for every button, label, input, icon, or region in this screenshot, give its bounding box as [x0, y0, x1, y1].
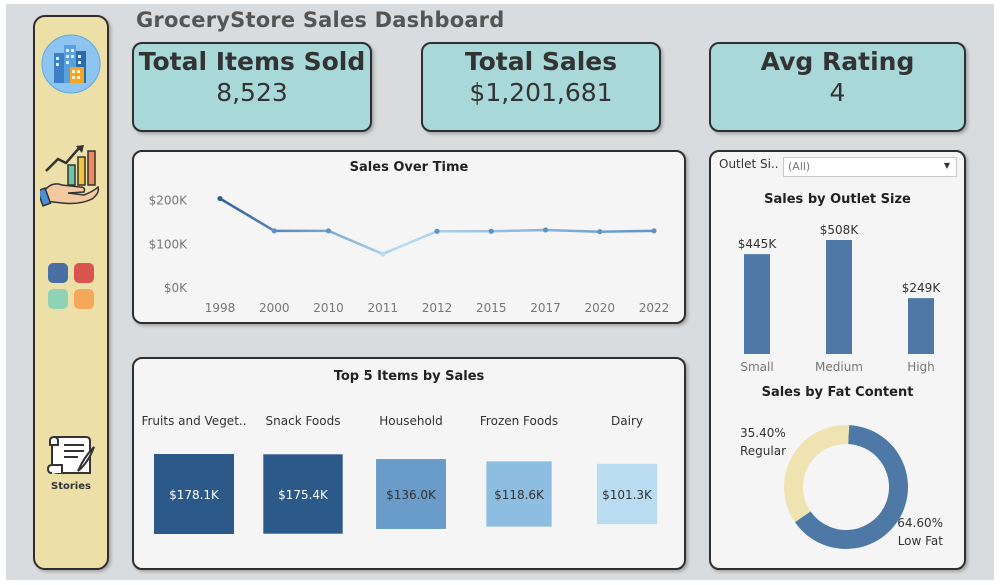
outlet-bar[interactable] — [826, 240, 852, 354]
bar-value-label: $175.4K — [278, 488, 329, 502]
line-point[interactable] — [271, 228, 277, 234]
sidebar: Stories — [33, 15, 109, 570]
outlet-fat-panel: Outlet Si.. (All) ▼ Sales by Outlet Size… — [709, 150, 966, 570]
line-point[interactable] — [325, 228, 332, 234]
x-tick-label: 2015 — [476, 301, 507, 315]
bar-value-label: $118.6K — [494, 488, 545, 502]
kpi-total-sales: Total Sales $1,201,681 — [421, 42, 661, 132]
slice-name-label: Regular — [740, 444, 786, 458]
item-bar[interactable] — [376, 459, 446, 529]
line-point[interactable] — [380, 251, 386, 257]
category-label: Snack Foods — [266, 414, 341, 428]
donut-slice[interactable] — [794, 425, 908, 549]
outlet-bar[interactable] — [744, 254, 770, 354]
kpi-label: Avg Rating — [760, 47, 915, 76]
stories-label: Stories — [51, 481, 91, 492]
line-point[interactable] — [597, 229, 603, 235]
outlet-size-filter-dropdown[interactable]: (All) ▼ — [783, 157, 957, 177]
top-items-title: Top 5 Items by Sales — [333, 369, 485, 384]
category-label: Frozen Foods — [480, 414, 558, 428]
x-tick-label: 2000 — [259, 301, 290, 315]
sidebar-item-analytics[interactable] — [39, 143, 103, 209]
app-tiles-icon — [48, 263, 94, 309]
y-tick-label: $100K — [149, 237, 189, 251]
line-point[interactable] — [651, 228, 657, 234]
outlet-bar[interactable] — [908, 298, 934, 354]
chevron-down-icon: ▼ — [943, 161, 950, 170]
line-point[interactable] — [434, 228, 440, 234]
kpi-avg-rating: Avg Rating 4 — [709, 42, 966, 132]
line-point[interactable] — [542, 227, 549, 233]
x-tick-label: 2012 — [422, 301, 453, 315]
category-label: Dairy — [611, 414, 643, 428]
kpi-value: $1,201,681 — [469, 78, 613, 107]
bar-value-label: $508K — [820, 223, 860, 237]
category-label: Small — [740, 360, 773, 374]
kpi-label: Total Items Sold — [138, 47, 366, 76]
kpi-value: 4 — [829, 78, 846, 107]
item-bar[interactable] — [154, 454, 234, 534]
bar-value-label: $445K — [738, 237, 778, 251]
slice-name-label: Low Fat — [898, 534, 944, 548]
sales-over-time-panel: Sales Over Time $0K $100K $200K 1998 2000 20… — [132, 150, 686, 324]
city-building-icon — [41, 34, 101, 94]
bar-value-label: $101.3K — [602, 488, 653, 502]
y-tick-label: $0K — [164, 281, 188, 295]
x-tick-label: 2010 — [313, 301, 344, 315]
slice-percent-label: 64.60% — [897, 516, 943, 530]
sales-over-time-chart[interactable]: $0K $100K $200K 1998 2000 2010 2011 2012 2015 20… — [134, 152, 684, 322]
category-label: Fruits and Veget.. — [141, 414, 246, 428]
category-label: Household — [379, 414, 443, 428]
line-point[interactable] — [217, 195, 223, 202]
bar-value-label: $178.1K — [169, 488, 220, 502]
item-bar[interactable] — [486, 461, 552, 527]
y-tick-label: $200K — [149, 194, 189, 208]
item-bar[interactable] — [263, 454, 343, 534]
category-label: High — [907, 360, 935, 374]
x-tick-label: 1998 — [205, 301, 236, 315]
bar-value-label: $249K — [902, 281, 942, 295]
fat-content-chart[interactable]: 35.40% Regular 64.60% Low Fat — [711, 407, 964, 567]
outlet-size-title: Sales by Outlet Size — [764, 192, 911, 207]
slice-percent-label: 35.40% — [740, 426, 786, 440]
donut-slice[interactable] — [784, 425, 850, 523]
outlet-size-filter-value: (All) — [788, 160, 811, 173]
kpi-total-items-sold: Total Items Sold 8,523 — [132, 42, 372, 132]
x-tick-label: 2017 — [530, 301, 561, 315]
outlet-size-filter-label: Outlet Si.. — [719, 157, 779, 171]
x-tick-label: 2020 — [584, 301, 615, 315]
fat-content-title: Sales by Fat Content — [761, 385, 914, 400]
top-items-chart[interactable]: Fruits and Veget.. $178.1K Snack Foods $175… — [134, 359, 684, 568]
page-title: GroceryStore Sales Dashboard — [136, 8, 505, 32]
kpi-label: Total Sales — [464, 47, 618, 76]
item-bar[interactable] — [596, 463, 658, 525]
line-point[interactable] — [488, 228, 494, 234]
outlet-size-chart[interactable]: $445K Small $508K Medium $249K High — [711, 212, 964, 402]
category-label: Medium — [815, 360, 863, 374]
kpi-value: 8,523 — [216, 78, 288, 107]
growth-chart-hand-icon — [40, 145, 100, 207]
x-tick-label: 2011 — [367, 301, 398, 315]
sidebar-item-overview[interactable] — [39, 33, 103, 95]
x-tick-label: 2022 — [639, 301, 670, 315]
sidebar-item-stories[interactable]: Stories — [39, 433, 103, 492]
scroll-quill-icon — [46, 435, 95, 474]
top-items-panel: Top 5 Items by Sales Fruits and Veget.. $… — [132, 357, 686, 570]
sales-over-time-title: Sales Over Time — [349, 160, 469, 175]
bar-value-label: $136.0K — [386, 488, 437, 502]
sidebar-item-apps[interactable] — [39, 259, 103, 313]
